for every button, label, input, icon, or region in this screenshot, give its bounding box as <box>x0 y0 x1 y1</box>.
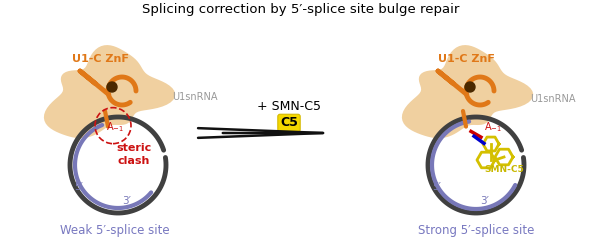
Polygon shape <box>402 45 533 138</box>
Text: 3′: 3′ <box>122 196 131 206</box>
Text: + SMN-C5: + SMN-C5 <box>257 100 321 113</box>
Text: SMN-C5: SMN-C5 <box>484 166 524 174</box>
Circle shape <box>107 82 117 92</box>
Text: steric
clash: steric clash <box>116 143 152 166</box>
Text: Weak 5′-splice site: Weak 5′-splice site <box>60 224 170 237</box>
Text: U1snRNA: U1snRNA <box>530 94 576 104</box>
Text: C5: C5 <box>280 117 298 130</box>
Polygon shape <box>44 45 175 138</box>
Text: 5′: 5′ <box>432 182 441 192</box>
Circle shape <box>465 82 475 92</box>
Text: Strong 5′-splice site: Strong 5′-splice site <box>418 224 534 237</box>
Text: 5′: 5′ <box>74 182 83 192</box>
Text: Splicing correction by 5′-splice site bulge repair: Splicing correction by 5′-splice site bu… <box>142 3 460 16</box>
Text: U1snRNA: U1snRNA <box>172 92 217 102</box>
Text: $\mathsf{A_{-1}}$: $\mathsf{A_{-1}}$ <box>484 120 502 134</box>
Text: U1-C ZnF: U1-C ZnF <box>72 54 129 64</box>
Text: U1-C ZnF: U1-C ZnF <box>438 54 495 64</box>
Text: 3′: 3′ <box>480 196 489 206</box>
Text: $\mathsf{A_{-1}}$: $\mathsf{A_{-1}}$ <box>106 121 124 135</box>
